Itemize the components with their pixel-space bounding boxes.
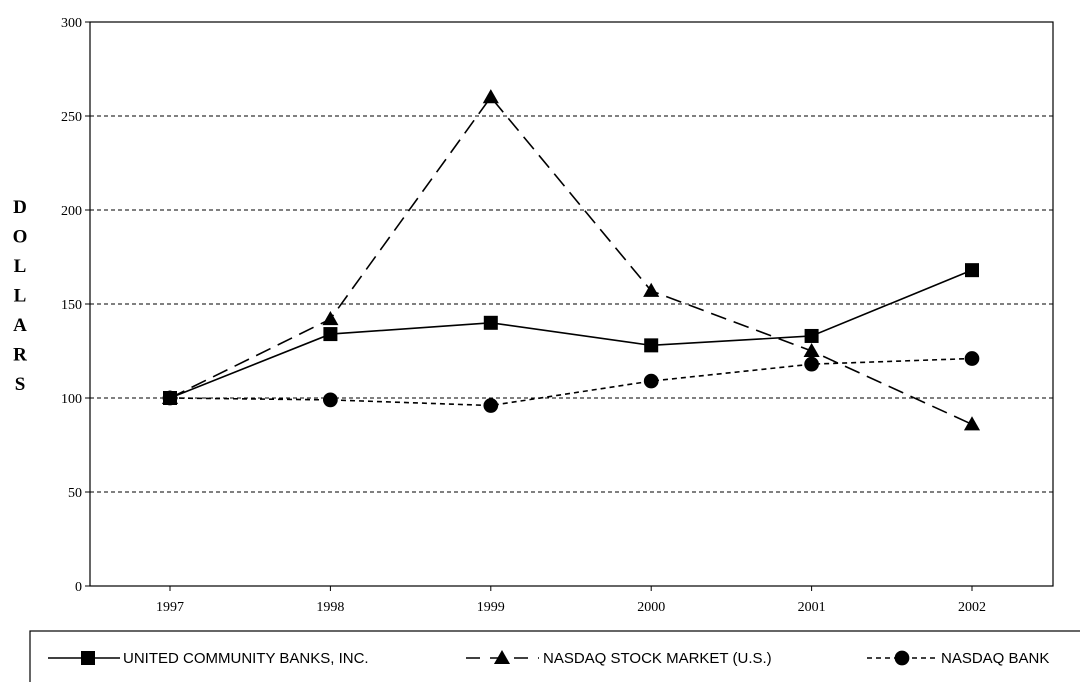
data-point (322, 310, 339, 326)
y-tick-label: 0 (75, 580, 82, 595)
legend-item: UNITED COMMUNITY BANKS, INC. (48, 650, 369, 667)
data-point (964, 351, 980, 366)
series-triangle (161, 89, 981, 431)
x-tick-label: 1997 (156, 600, 184, 615)
y-tick-label: 100 (61, 392, 82, 407)
legend-label: NASDAQ BANK (941, 650, 1049, 667)
plot-frame (89, 21, 1054, 587)
series-line (169, 357, 973, 407)
legend-item: NASDAQ STOCK MARKET (U.S.) (466, 649, 772, 667)
legend-marker (81, 651, 95, 665)
y-tick-label: 300 (61, 16, 82, 31)
series-circle (162, 351, 980, 413)
data-point (804, 328, 819, 343)
legend-marker (894, 650, 910, 666)
legend-box (29, 630, 1080, 682)
y-tick-label: 50 (68, 486, 82, 501)
data-point (323, 327, 338, 342)
legend-item: NASDAQ BANK (867, 650, 1049, 667)
y-axis-label-letter: O (13, 227, 28, 248)
data-point (965, 263, 979, 278)
legend-marker (493, 649, 511, 665)
y-tick-label: 150 (61, 298, 82, 313)
y-axis: 0 50 100 150 200 250 300 (61, 16, 90, 595)
y-tick-label: 200 (61, 204, 82, 219)
y-axis-label-letter: L (14, 286, 27, 307)
data-point (323, 392, 338, 408)
series-line (169, 269, 973, 399)
x-tick-label: 1999 (477, 600, 505, 615)
data-point (963, 416, 981, 431)
x-tick-label: 2000 (637, 600, 665, 615)
y-axis-label-letter: A (13, 315, 27, 336)
y-axis-label-letter: L (14, 256, 27, 277)
series-square (163, 263, 979, 405)
y-axis-label-letter: R (13, 345, 27, 366)
series-group (161, 89, 981, 431)
legend-label: NASDAQ STOCK MARKET (U.S.) (543, 650, 772, 667)
data-point (803, 342, 820, 358)
y-axis-label-letter: D (13, 197, 27, 218)
x-tick-label: 2001 (798, 600, 826, 615)
data-point (162, 390, 178, 406)
y-axis-label-letter: S (15, 374, 26, 395)
data-point (483, 398, 499, 413)
legend-label: UNITED COMMUNITY BANKS, INC. (123, 650, 369, 667)
data-point (644, 338, 659, 353)
series-line (169, 95, 973, 426)
x-tick-label: 1998 (316, 600, 344, 615)
data-point (804, 356, 819, 372)
data-point (483, 315, 498, 330)
data-point (482, 89, 499, 104)
y-tick-label: 250 (61, 110, 82, 125)
x-axis: 1997 1998 1999 2000 2001 2002 (156, 586, 986, 615)
x-tick-label: 2002 (958, 600, 986, 615)
data-point (643, 282, 660, 297)
gridlines (90, 115, 1053, 493)
data-point (643, 373, 659, 389)
legend: UNITED COMMUNITY BANKS, INC. NASDAQ STOCK… (29, 630, 1080, 682)
